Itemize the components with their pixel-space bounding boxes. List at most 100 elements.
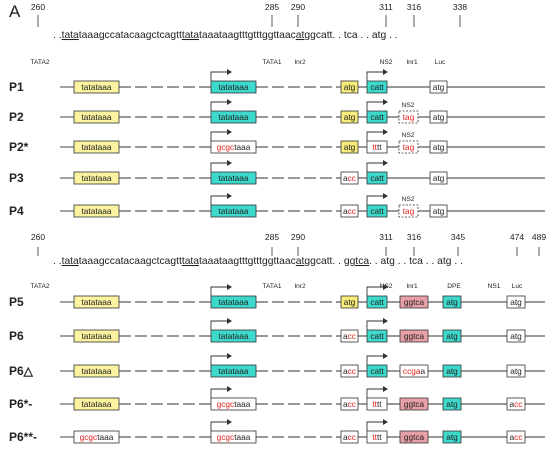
wildtype-bases: atg <box>446 399 458 409</box>
tss-arrow-head <box>227 129 232 135</box>
element-box <box>366 329 388 343</box>
wildtype-bases: tatataaa <box>82 399 112 409</box>
wildtype-bases: tt <box>377 432 382 442</box>
sequence-part: tata <box>62 30 79 41</box>
element-sequence: tatataaa <box>82 366 112 376</box>
wildtype-bases: tatataaa <box>219 82 249 92</box>
element-box <box>340 80 359 94</box>
construct-row-P4: P4 tatataaa tatataaa acc catt tag atg NS2 <box>9 193 545 218</box>
wildtype-bases: tatataaa <box>82 112 112 122</box>
element-box <box>340 364 359 378</box>
element-box <box>506 397 526 411</box>
sequence-part: tata <box>182 30 199 41</box>
element-box <box>366 204 388 218</box>
element-box <box>73 430 120 444</box>
position-number: 474 <box>510 232 524 242</box>
element-box <box>340 397 359 411</box>
wildtype-bases: tatataaa <box>219 112 249 122</box>
element-sequence: acc <box>343 399 356 409</box>
element-sequence: gcgctaaa <box>217 432 251 442</box>
element-sequence: tatataaa <box>219 366 249 376</box>
tss-arrow-line <box>366 286 383 296</box>
mutated-bases: tag <box>403 142 415 152</box>
element-sequence: catt <box>370 366 384 376</box>
element-sequence: tttt <box>372 432 382 442</box>
sequence-part: . . atg . . tca . . atg . . <box>369 256 463 267</box>
wildtype-bases: catt <box>370 82 384 92</box>
sequence-header-1: 260 285 290 311 316 338. .tatataaagccatacaagc… <box>30 2 467 66</box>
element-sequence: acc <box>343 366 356 376</box>
wildtype-bases: catt <box>370 112 384 122</box>
element-sequence: atg <box>446 331 458 341</box>
element-box <box>429 171 448 185</box>
element-sequence: tatataaa <box>82 112 112 122</box>
element-sequence: tatataaa <box>82 399 112 409</box>
element-label: TATA1 <box>262 59 281 66</box>
mutated-bases: cc <box>348 173 356 183</box>
element-box <box>340 171 359 185</box>
wildtype-bases: tatataaa <box>82 173 112 183</box>
tss-arrow-line <box>210 71 227 81</box>
position-number: 311 <box>379 232 393 242</box>
wildtype-bases: atg <box>433 142 445 152</box>
wildtype-bases: atg <box>446 432 458 442</box>
position-number: 285 <box>265 2 279 12</box>
sequence-part: gcatt <box>310 256 332 267</box>
ns2-label: NS2 <box>402 132 415 139</box>
element-box <box>366 110 388 124</box>
element-box <box>429 140 448 154</box>
element-sequence: gcgctaaa <box>80 432 114 442</box>
mutated-bases: cc <box>348 366 356 376</box>
element-box <box>429 110 448 124</box>
position-number: 260 <box>31 232 45 242</box>
construct-label: P4 <box>9 204 24 218</box>
construct-label: P2 <box>9 110 24 124</box>
wildtype-bases: catt <box>370 206 384 216</box>
element-box <box>73 140 120 154</box>
element-box <box>340 140 359 154</box>
element-sequence: tatataaa <box>219 82 249 92</box>
ns2-label: NS2 <box>402 102 415 109</box>
element-sequence: tttt <box>372 142 382 152</box>
tss-arrow-line <box>210 131 227 141</box>
element-sequence: atg <box>510 297 522 307</box>
element-box <box>210 397 257 411</box>
wildtype-bases: taaa <box>234 399 251 409</box>
element-box <box>73 397 120 411</box>
element-sequence: atg <box>433 82 445 92</box>
element-sequence: ggtca <box>404 331 425 341</box>
element-sequence: acc <box>343 331 356 341</box>
construct-label: P5 <box>9 295 24 309</box>
wildtype-bases: tatataaa <box>219 331 249 341</box>
sequence-part: taaataagtttgtttggttaac <box>199 256 296 267</box>
element-box <box>73 110 120 124</box>
tss-arrow-line <box>210 388 227 398</box>
element-sequence: catt <box>370 331 384 341</box>
mutated-bases: tt <box>372 142 377 152</box>
sequence-part: . . <box>53 30 62 41</box>
sequence-part: taaagccatacaagctcagtt <box>79 256 182 267</box>
tss-arrow-head <box>227 69 232 75</box>
element-sequence: atg <box>344 112 356 122</box>
genomic-sequence: . .tatataaagccatacaagctcagtttatataaataag… <box>53 30 398 41</box>
sequence-part: atg <box>296 256 311 267</box>
element-sequence: atg <box>446 399 458 409</box>
element-box <box>398 140 419 154</box>
element-box <box>340 204 359 218</box>
tss-arrow-head <box>383 284 388 290</box>
tss-arrow-head <box>383 129 388 135</box>
element-box <box>210 110 257 124</box>
tss-arrow-line <box>366 195 383 205</box>
wildtype-bases: tatataaa <box>82 206 112 216</box>
mutated-bases: gcgc <box>217 399 235 409</box>
wildtype-bases: a <box>343 206 348 216</box>
tss-arrow-head <box>383 99 388 105</box>
wildtype-bases: a <box>343 399 348 409</box>
wildtype-bases: atg <box>446 331 458 341</box>
element-sequence: gcgctaaa <box>217 142 251 152</box>
panel-letter: A <box>9 2 21 21</box>
element-sequence: tatataaa <box>219 112 249 122</box>
wildtype-bases: atg <box>433 173 445 183</box>
element-sequence: ccgaa <box>403 366 426 376</box>
wildtype-bases: a <box>343 331 348 341</box>
